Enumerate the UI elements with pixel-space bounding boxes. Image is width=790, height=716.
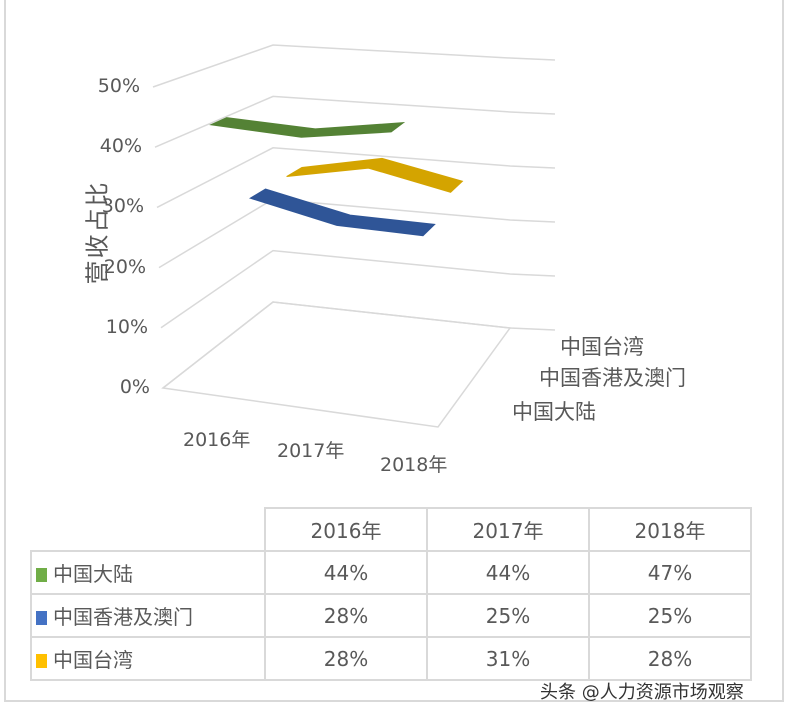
column-header: 2016年 — [264, 507, 428, 552]
depth-label: 中国大陆 — [512, 400, 596, 424]
gridline — [160, 249, 556, 329]
table-cell: 25% — [426, 593, 590, 638]
column-header: 2018年 — [588, 507, 752, 552]
column-header: 2017年 — [426, 507, 590, 552]
y-tick-label: 20% — [103, 255, 146, 278]
data-table: 2016年 2017年 2018年 中国大陆 44% 44% 47% 中国香港及… — [30, 507, 752, 681]
table-cell: 25% — [588, 593, 752, 638]
x-tick-label: 2018年 — [380, 454, 448, 476]
legend-swatch — [36, 654, 47, 668]
y-tick-label: 10% — [105, 315, 148, 338]
row-label: 中国香港及澳门 — [53, 605, 193, 629]
gridline — [154, 95, 556, 148]
gridline — [152, 44, 556, 88]
table-cell: 28% — [264, 636, 428, 681]
table-cell: 44% — [426, 550, 590, 595]
table-header-row: 2016年 2017年 2018年 — [31, 507, 752, 552]
watermark: 头条 @人力资源市场观察 — [540, 682, 744, 703]
y-tick-label: 40% — [99, 135, 142, 158]
depth-label: 中国香港及澳门 — [539, 366, 686, 390]
chart-border — [4, 0, 784, 702]
gridline — [156, 147, 556, 209]
table-cell: 47% — [588, 550, 752, 595]
gridline — [158, 198, 556, 269]
depth-label: 中国台湾 — [560, 335, 644, 359]
table-cell: 28% — [588, 636, 752, 681]
table-cell: 44% — [264, 550, 428, 595]
y-tick-label: 30% — [101, 195, 144, 218]
y-tick-label: 50% — [97, 75, 140, 97]
series-ribbon-2 — [286, 157, 464, 193]
legend-swatch — [36, 611, 47, 625]
y-tick-label: 0% — [119, 376, 150, 398]
floor — [161, 301, 512, 428]
series-ribbon-1 — [248, 188, 436, 237]
table-cell: 28% — [264, 593, 428, 638]
plot-area — [152, 44, 556, 428]
x-tick-label: 2017年 — [277, 440, 345, 462]
row-label: 中国台湾 — [53, 648, 133, 672]
gridline — [162, 301, 556, 389]
row-label: 中国大陆 — [53, 562, 133, 586]
table-cell: 31% — [426, 636, 590, 681]
series-ribbon-0 — [209, 117, 406, 138]
legend-swatch — [36, 568, 47, 582]
table-row: 中国台湾 28% 31% 28% — [30, 636, 752, 681]
table-row: 中国香港及澳门 28% 25% 25% — [30, 593, 752, 638]
x-tick-label: 2016年 — [183, 429, 251, 451]
table-row: 中国大陆 44% 44% 47% — [30, 550, 752, 595]
